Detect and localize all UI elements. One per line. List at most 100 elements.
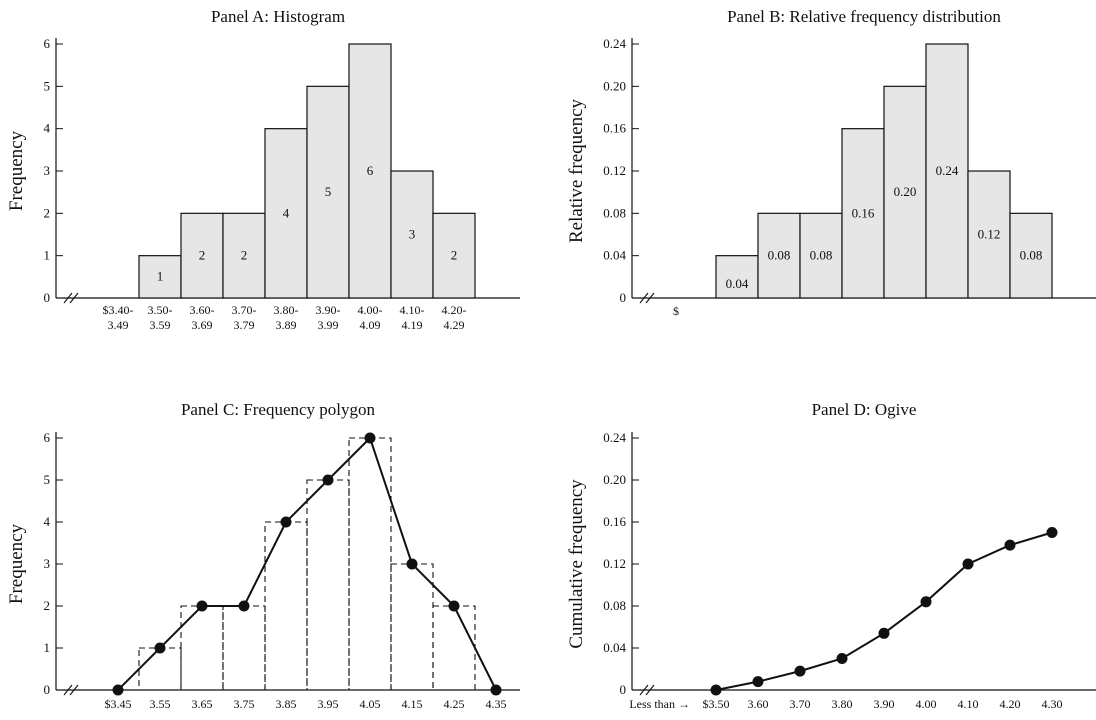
bar-data-label: 0.08: [768, 248, 791, 263]
x-tick-label: 4.00-: [358, 303, 383, 317]
y-tick-label: 0: [620, 290, 627, 305]
x-tick-label: 3.50-: [148, 303, 173, 317]
polygon-point: [490, 684, 502, 696]
ogive-point: [710, 684, 722, 696]
y-tick-label: 0: [44, 290, 51, 305]
x-tick-label: 4.20: [1000, 697, 1021, 711]
y-tick-label: 0.20: [603, 78, 626, 93]
y-tick-label: 0.16: [603, 514, 626, 529]
x-tick-label: 4.05: [360, 697, 381, 711]
bar-data-label: 0.24: [936, 163, 959, 178]
relative-frequency-bar: [925, 43, 969, 299]
bar-data-label: 5: [325, 184, 332, 199]
x-tick-label: $3.45: [105, 697, 132, 711]
y-axis-label: Frequency: [6, 523, 27, 604]
x-tick-label: 4.35: [486, 697, 507, 711]
y-axis-label: Frequency: [6, 130, 27, 211]
ogive-point: [878, 627, 890, 639]
chart-title: Panel C: Frequency polygon: [181, 400, 376, 419]
chart-title: Panel D: Ogive: [812, 400, 917, 419]
polygon-point: [448, 600, 460, 612]
x-tick-label: 3.59: [150, 318, 171, 332]
y-tick-label: 2: [44, 598, 51, 613]
y-tick-label: 1: [44, 640, 51, 655]
x-tick-label: 3.95: [318, 697, 339, 711]
ogive-point: [1004, 539, 1016, 551]
y-tick-label: 6: [44, 36, 51, 51]
bar-data-label: 0.08: [810, 248, 833, 263]
x-tick-label: 3.89: [276, 318, 297, 332]
y-tick-label: 2: [44, 205, 51, 220]
y-tick-label: 6: [44, 430, 51, 445]
y-tick-label: 0.16: [603, 121, 626, 136]
dashed-histogram-bar: [180, 605, 224, 691]
y-tick-label: 0.12: [603, 556, 626, 571]
x-tick-label: 3.70-: [232, 303, 257, 317]
x-tick-label: $3.40-: [103, 303, 134, 317]
histogram-bar: [306, 85, 350, 299]
histogram-bar: [138, 255, 182, 299]
x-tick-label: 3.85: [276, 697, 297, 711]
ogive-point: [1046, 527, 1058, 538]
panel-b-relative-frequency: Panel B: Relative frequency distribution…: [566, 7, 1096, 318]
ogive-point: [752, 676, 764, 688]
relative-frequency-bar: [1009, 212, 1053, 299]
bar-data-label: 2: [241, 248, 248, 263]
dashed-histogram-bar: [348, 437, 392, 691]
ogive-point: [836, 653, 848, 664]
chart-title: Panel A: Histogram: [211, 7, 345, 26]
polygon-point: [196, 600, 208, 612]
x-tick-label: 3.80: [832, 697, 853, 711]
relative-frequency-bar: [883, 85, 927, 299]
y-tick-label: 0.04: [603, 248, 626, 263]
panel-c-frequency-polygon: Panel C: Frequency polygon Frequency 0 1 2 3 4…: [6, 400, 520, 711]
panel-d-ogive: Panel D: Ogive Cumulative frequency 0 0.04 0…: [566, 400, 1096, 711]
x-tick-label: 3.75: [234, 697, 255, 711]
polygon-point: [406, 558, 418, 570]
y-axis-label: Relative frequency: [566, 98, 587, 243]
bar-data-label: 2: [451, 248, 458, 263]
x-tick-label: 3.55: [150, 697, 171, 711]
ogive-point: [794, 665, 806, 677]
bar-data-label: 1: [157, 269, 164, 284]
x-tick-label: 4.10: [958, 697, 979, 711]
polygon-point: [112, 684, 124, 696]
y-tick-label: 0.24: [603, 36, 626, 51]
x-tick-label: 4.20-: [442, 303, 467, 317]
ogive-line: [715, 531, 1053, 691]
dashed-histogram-bar: [222, 605, 266, 691]
y-tick-label: 0.08: [603, 598, 626, 613]
y-tick-label: 4: [44, 121, 51, 136]
bar-data-label: 4: [283, 205, 290, 220]
x-tick-label: 3.69: [192, 318, 213, 332]
y-tick-label: 5: [44, 472, 51, 487]
x-tick-label: $: [673, 304, 679, 318]
bar-data-label: 0.08: [1020, 248, 1043, 263]
x-tick-label: 4.15: [402, 697, 423, 711]
y-tick-label: 0.24: [603, 430, 626, 445]
polygon-point: [280, 516, 292, 528]
polygon-point: [154, 642, 166, 654]
bar-data-label: 6: [367, 163, 374, 178]
frequency-polygon-line: [117, 436, 497, 691]
polygon-point: [238, 600, 250, 612]
polygon-point: [322, 474, 334, 486]
relative-frequency-bar: [841, 128, 885, 299]
relative-frequency-bar: [757, 212, 801, 299]
ogive-point: [962, 558, 974, 570]
histogram-bar: [432, 212, 476, 299]
x-tick-label: 3.70: [790, 697, 811, 711]
bar-data-label: 0.20: [894, 184, 917, 199]
histogram-bar: [264, 128, 308, 299]
dashed-histogram-bar: [138, 647, 182, 691]
bar-data-label: 3: [409, 227, 416, 242]
bar-data-label: 0.16: [852, 205, 875, 220]
dashed-histogram-bar: [390, 563, 434, 691]
axis-break-mark: [63, 292, 79, 304]
histogram-bar: [348, 43, 392, 299]
y-tick-label: 4: [44, 514, 51, 529]
dashed-histogram-bar: [306, 479, 350, 691]
dashed-histogram-bar: [264, 521, 308, 691]
